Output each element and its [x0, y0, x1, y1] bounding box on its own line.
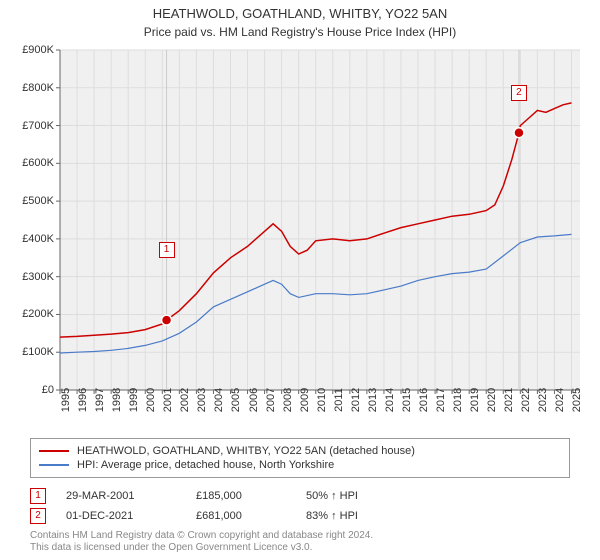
x-tick-label: 2024 [554, 388, 566, 412]
x-tick-label: 2000 [145, 388, 157, 412]
legend-swatch [39, 464, 69, 466]
x-tick-label: 2010 [316, 388, 328, 412]
chart-container: HEATHWOLD, GOATHLAND, WHITBY, YO22 5AN P… [0, 0, 600, 560]
plot-bg [60, 50, 580, 390]
y-tick-label: £400K [22, 233, 54, 245]
marker-badge-1: 1 [159, 242, 175, 258]
legend-item: HPI: Average price, detached house, Nort… [39, 459, 561, 471]
marker-table-row: 2 01-DEC-2021£681,00083% ↑ HPI [30, 508, 570, 524]
x-tick-label: 2011 [333, 388, 345, 412]
footer-line-2: This data is licensed under the Open Gov… [30, 542, 373, 554]
x-tick-label: 1999 [128, 388, 140, 412]
legend-label: HEATHWOLD, GOATHLAND, WHITBY, YO22 5AN (… [77, 445, 415, 457]
x-tick-label: 2002 [179, 388, 191, 412]
marker-dot [162, 315, 172, 325]
footer-note: Contains HM Land Registry data © Crown c… [30, 530, 373, 554]
y-axis: £0£100K£200K£300K£400K£500K£600K£700K£80… [0, 50, 58, 390]
x-tick-label: 2006 [248, 388, 260, 412]
x-tick-label: 2005 [230, 388, 242, 412]
legend: HEATHWOLD, GOATHLAND, WHITBY, YO22 5AN (… [30, 438, 570, 478]
x-tick-label: 2020 [486, 388, 498, 412]
y-tick-label: £800K [22, 82, 54, 94]
x-tick-label: 1998 [111, 388, 123, 412]
x-tick-label: 2003 [196, 388, 208, 412]
y-tick-label: £0 [42, 384, 54, 396]
x-tick-label: 1997 [94, 388, 106, 412]
x-tick-label: 2022 [520, 388, 532, 412]
x-tick-label: 2012 [350, 388, 362, 412]
y-tick-label: £200K [22, 308, 54, 320]
x-tick-label: 1996 [77, 388, 89, 412]
x-axis: 1995199619971998199920002001200220032004… [60, 392, 580, 432]
marker-badge-2: 2 [511, 85, 527, 101]
x-tick-label: 2007 [265, 388, 277, 412]
x-tick-label: 2009 [299, 388, 311, 412]
x-tick-label: 2004 [213, 388, 225, 412]
x-tick-label: 2013 [367, 388, 379, 412]
chart-subtitle: Price paid vs. HM Land Registry's House … [0, 23, 600, 39]
x-tick-label: 2018 [452, 388, 464, 412]
x-tick-label: 2023 [537, 388, 549, 412]
plot-area: 12 [60, 50, 580, 390]
marker-table-badge: 1 [30, 488, 46, 504]
x-tick-label: 2016 [418, 388, 430, 412]
footer-line-1: Contains HM Land Registry data © Crown c… [30, 530, 373, 542]
y-tick-label: £700K [22, 120, 54, 132]
marker-date: 29-MAR-2001 [66, 490, 196, 502]
marker-table-row: 1 29-MAR-2001£185,00050% ↑ HPI [30, 488, 570, 504]
y-tick-label: £500K [22, 195, 54, 207]
x-tick-label: 2015 [401, 388, 413, 412]
marker-date: 01-DEC-2021 [66, 510, 196, 522]
legend-item: HEATHWOLD, GOATHLAND, WHITBY, YO22 5AN (… [39, 445, 561, 457]
x-tick-label: 2025 [571, 388, 583, 412]
y-tick-label: £100K [22, 346, 54, 358]
plot-svg [60, 50, 580, 390]
legend-swatch [39, 450, 69, 452]
marker-pct: 83% ↑ HPI [306, 510, 416, 522]
marker-dot [514, 128, 524, 138]
x-tick-label: 2008 [282, 388, 294, 412]
y-tick-label: £600K [22, 157, 54, 169]
x-tick-label: 2014 [384, 388, 396, 412]
x-tick-label: 2017 [435, 388, 447, 412]
x-tick-label: 1995 [60, 388, 72, 412]
marker-price: £681,000 [196, 510, 306, 522]
marker-price: £185,000 [196, 490, 306, 502]
x-tick-label: 2021 [503, 388, 515, 412]
y-tick-label: £300K [22, 271, 54, 283]
x-tick-label: 2001 [162, 388, 174, 412]
x-tick-label: 2019 [469, 388, 481, 412]
marker-table-badge: 2 [30, 508, 46, 524]
legend-label: HPI: Average price, detached house, Nort… [77, 459, 334, 471]
marker-table: 1 29-MAR-2001£185,00050% ↑ HPI 2 01-DEC-202… [30, 484, 570, 528]
y-tick-label: £900K [22, 44, 54, 56]
marker-pct: 50% ↑ HPI [306, 490, 416, 502]
chart-title: HEATHWOLD, GOATHLAND, WHITBY, YO22 5AN [0, 0, 600, 23]
